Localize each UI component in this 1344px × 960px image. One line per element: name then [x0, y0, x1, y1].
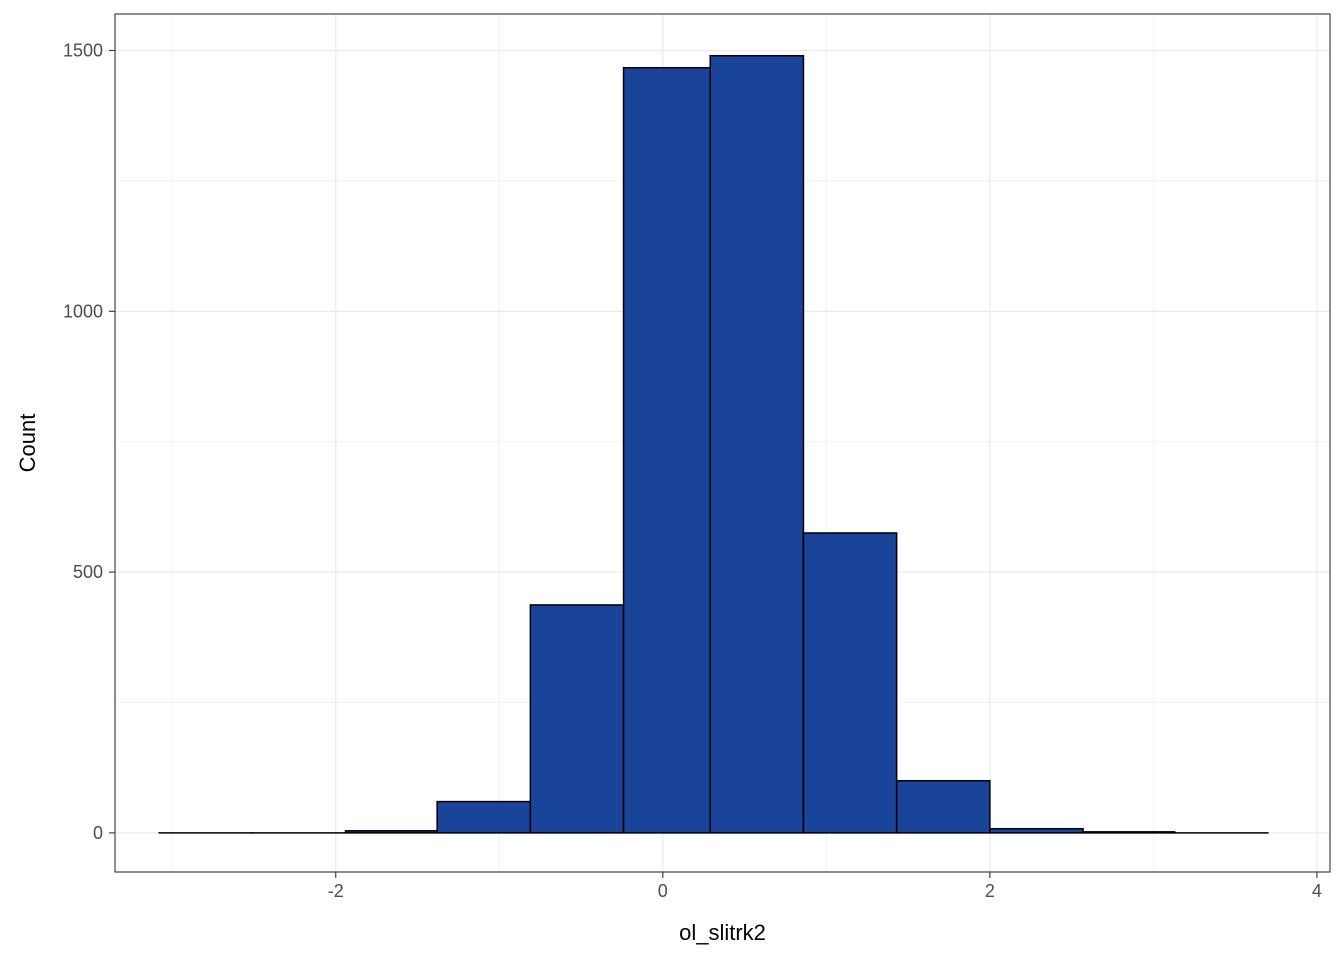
x-tick-label: -2	[328, 881, 344, 901]
plot-panel-border	[114, 13, 1331, 873]
x-tick-label: 0	[658, 881, 668, 901]
histogram-bar	[989, 827, 1084, 834]
histogram-bar	[529, 604, 625, 834]
x-tick-label: 4	[1312, 881, 1322, 901]
histogram-bar	[436, 800, 532, 834]
y-tick-label: 500	[73, 562, 103, 582]
histogram-bar	[802, 532, 898, 834]
histogram-bar	[709, 54, 805, 834]
histogram-bar	[1082, 831, 1176, 834]
y-tick-label: 0	[93, 823, 103, 843]
x-tick-label: 2	[985, 881, 995, 901]
axes: -2 0 2 4 0 500 1000 1500	[63, 41, 1322, 901]
histogram-bar	[895, 779, 991, 834]
x-axis-title: ol_slitrk2	[679, 920, 766, 945]
histogram-bar	[622, 66, 711, 834]
histogram-bar	[344, 830, 438, 834]
y-axis-title: Count	[15, 414, 40, 473]
y-tick-label: 1500	[63, 41, 103, 61]
y-tick-label: 1000	[63, 301, 103, 321]
histogram-bars	[158, 54, 1269, 834]
